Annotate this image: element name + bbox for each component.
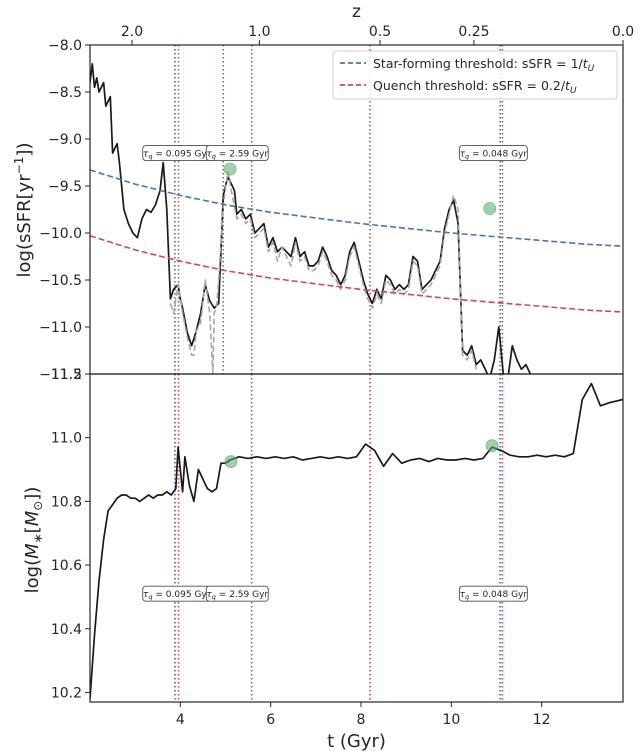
- legend: Star-forming threshold: sSFR = 1/tU Quenc…: [332, 50, 618, 100]
- svg-text:τq = 0.048 Gyr: τq = 0.048 Gyr: [460, 590, 528, 601]
- legend-label: Quench threshold: sSFR = 0.2/tU: [373, 78, 577, 96]
- bottom-quench-marker: [224, 455, 238, 469]
- top-panel: −8.0 −8.5 −9.0 −9.5 −10.0 −10.5 −11.0 −11.5 τq =…: [12, 2, 634, 383]
- top-tau-annotation: τq = 0.048 Gyr: [458, 145, 528, 162]
- bottom-tau-annotation: τq = 2.59 Gyr: [205, 585, 269, 602]
- x-tick-label: 12: [533, 712, 551, 728]
- top-ytick-label: −10.5: [39, 273, 82, 289]
- bottom-ytick-label: 10.4: [51, 622, 82, 638]
- bottom-ytick-label: 11.2: [51, 367, 82, 383]
- bottom-ytick-label: 10.6: [51, 558, 82, 574]
- top-series-line: [90, 235, 623, 313]
- bottom-quench-marker: [485, 439, 499, 453]
- bottom-ytick-label: 10.8: [51, 494, 82, 510]
- svg-text:τq = 0.048 Gyr: τq = 0.048 Gyr: [460, 150, 528, 161]
- top-ytick-label: −9.5: [48, 179, 82, 195]
- top-plot-area: [90, 45, 623, 374]
- bottom-plot-area: [90, 374, 623, 702]
- top-series-line: [169, 171, 477, 374]
- bottom-ytick-label: 11.0: [51, 431, 82, 447]
- x-tick-label: 6: [266, 712, 275, 728]
- top-quench-marker: [483, 202, 497, 216]
- legend-label: Star-forming threshold: sSFR = 1/tU: [373, 56, 595, 74]
- z-axis-label: z: [352, 2, 361, 22]
- z-tick-label: 2.0: [121, 24, 143, 40]
- top-ylabel: log(sSFR[yr−1]): [12, 143, 35, 278]
- top-tau-annotation: τq = 0.095 Gyr: [142, 145, 212, 162]
- z-tick-label: 1.0: [248, 24, 270, 40]
- top-ytick-label: −11.5: [39, 367, 82, 383]
- x-axis-label: t (Gyr): [327, 731, 386, 751]
- top-quench-marker: [223, 162, 237, 176]
- bottom-ylabel: log(M∗[M⊙]): [22, 487, 45, 594]
- top-series-line: [90, 62, 532, 374]
- x-tick-label: 8: [357, 712, 366, 728]
- top-ytick-label: −11.0: [39, 320, 82, 336]
- axes-frames: [89, 44, 624, 703]
- top-ytick-label: −9.0: [48, 132, 82, 148]
- bottom-tau-annotation: τq = 0.095 Gyr: [142, 585, 212, 602]
- bottom-series-line: [90, 382, 623, 699]
- z-tick-label: 0.25: [458, 24, 489, 40]
- x-tick-label: 10: [442, 712, 460, 728]
- top-ytick-label: −8.0: [48, 38, 82, 54]
- z-tick-label: 0.0: [612, 24, 634, 40]
- svg-text:τq = 0.095 Gyr: τq = 0.095 Gyr: [143, 590, 211, 601]
- top-ytick-label: −8.5: [48, 85, 82, 101]
- bottom-axes-frame: [89, 373, 624, 703]
- svg-text:τq = 0.095 Gyr: τq = 0.095 Gyr: [143, 150, 211, 161]
- svg-text:τq = 2.59 Gyr: τq = 2.59 Gyr: [206, 150, 268, 161]
- z-tick-label: 0.5: [369, 24, 391, 40]
- x-tick-label: 4: [176, 712, 185, 728]
- legend-box: [332, 50, 618, 100]
- top-tau-annotation: τq = 2.59 Gyr: [205, 145, 269, 162]
- svg-text:τq = 2.59 Gyr: τq = 2.59 Gyr: [206, 590, 268, 601]
- top-series-line: [90, 169, 623, 247]
- bottom-ytick-label: 10.2: [51, 685, 82, 701]
- bottom-tau-annotation: τq = 0.048 Gyr: [458, 585, 528, 602]
- top-ytick-label: −10.0: [39, 226, 82, 242]
- bottom-panel: 10.210.410.610.811.011.2τq = 0.095 Gyrτq…: [22, 367, 623, 751]
